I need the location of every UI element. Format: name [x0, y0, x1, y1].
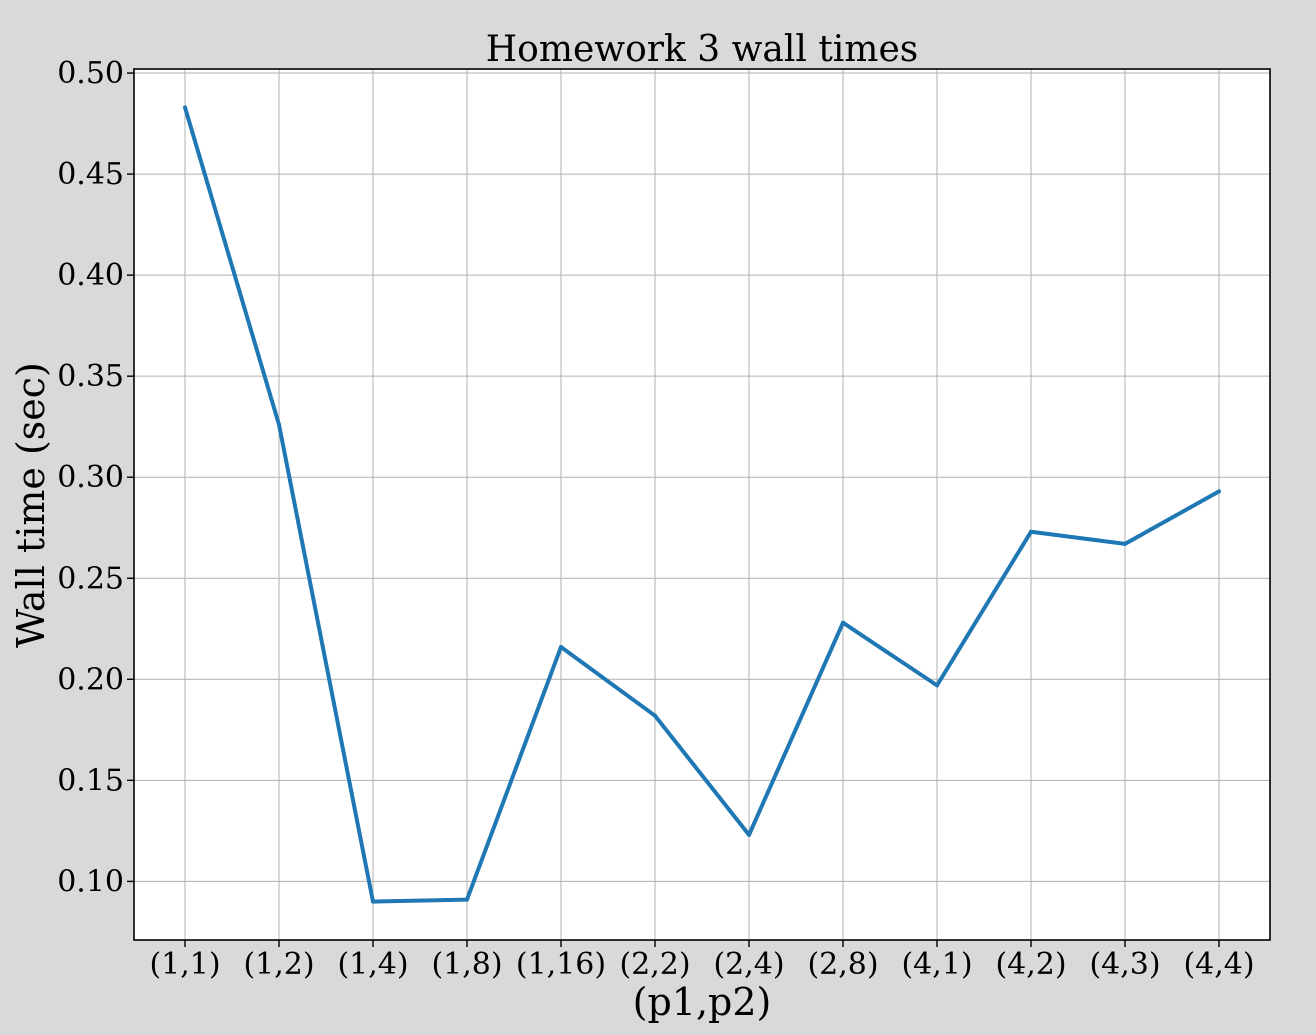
data-point [277, 422, 281, 427]
x-tick-label: (1,8) [431, 947, 502, 982]
x-tick-label: (4,3) [1089, 947, 1160, 982]
y-tick-label: 0.35 [57, 359, 124, 394]
x-tick-label: (1,2) [243, 947, 314, 982]
data-point [1123, 541, 1127, 546]
tick-labels: 0.10 0.15 0.20 0.25 0.30 0.35 0.40 0.45 0.50 (1,1… [57, 56, 1254, 982]
x-tick-label: (2,4) [713, 947, 784, 982]
tick-marks [127, 72, 1220, 947]
data-point [841, 620, 845, 625]
y-tick-label: 0.25 [57, 561, 124, 596]
x-tick-label: (1,16) [516, 947, 606, 982]
data-point [465, 897, 469, 902]
y-tick-label: 0.45 [57, 157, 124, 192]
x-tick-label: (1,4) [337, 947, 408, 982]
y-tick-label: 0.10 [57, 864, 124, 899]
plot-area [134, 69, 1270, 940]
y-tick-label: 0.15 [57, 763, 124, 798]
data-point [371, 899, 375, 904]
data-point [559, 644, 563, 649]
axes-frame [133, 68, 1271, 941]
series-line [183, 106, 1220, 904]
x-tick-label: (2,8) [807, 947, 878, 982]
x-tick-label: (4,2) [995, 947, 1066, 982]
x-tick-label: (2,2) [619, 947, 690, 982]
data-point [183, 105, 187, 110]
y-tick-label: 0.50 [57, 56, 124, 91]
y-axis-title: Wall time (sec) [9, 362, 53, 648]
y-tick-label: 0.40 [57, 258, 124, 293]
x-tick-label: (4,1) [901, 947, 972, 982]
y-tick-label: 0.20 [57, 662, 124, 697]
x-tick-label: (1,1) [149, 947, 220, 982]
y-tick-label: 0.30 [57, 460, 124, 495]
chart-title: Homework 3 wall times [486, 29, 918, 70]
data-point [653, 713, 657, 718]
x-tick-label: (4,4) [1183, 947, 1254, 982]
data-point [1217, 489, 1221, 494]
data-point [935, 683, 939, 688]
data-point [1029, 529, 1033, 534]
x-axis-title: (p1,p2) [633, 980, 772, 1024]
series-layer [183, 105, 1221, 904]
grid-lines [134, 69, 1270, 940]
data-point [747, 832, 751, 837]
